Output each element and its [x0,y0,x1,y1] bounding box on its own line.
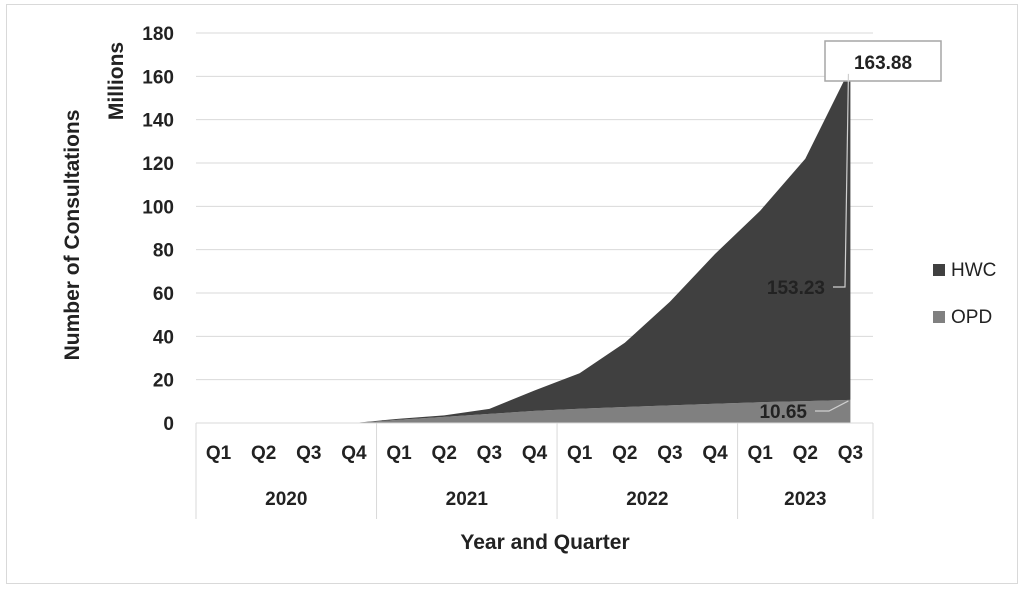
y-tick-label: 160 [142,67,174,88]
x-tick-label: Q1 [206,443,232,464]
x-axis-table: Q1 Q2 Q3 Q4 Q1 Q2 Q3 Q4 Q1 Q2 Q3 Q4 Q1 Q2 Q3 2020 2021 20… [195,422,874,519]
total-data-label: 163.88 [854,53,912,74]
x-tick-label: Q3 [296,443,321,464]
x-tick-label: Q2 [432,443,457,464]
y-tick-label: 0 [163,414,174,435]
x-axis-title: Year and Quarter [460,531,629,554]
x-tick-label: Q1 [386,443,412,464]
y-tick-label: 100 [142,197,174,218]
data-annotations: 163.88 153.23 10.65 [759,40,942,423]
y-tick-label: 60 [153,284,174,305]
x-tick-label: Q4 [522,443,548,464]
y-axis-ticks: 0 20 40 60 80 100 120 140 160 180 [142,24,174,435]
legend-swatch-hwc [933,264,945,276]
gridlines [196,32,873,424]
y-tick-label: 140 [142,111,174,132]
y-tick-label: 40 [153,327,174,348]
legend-label-opd: OPD [951,307,992,328]
legend: HWC OPD [933,260,996,328]
x-tick-label: Q4 [702,443,728,464]
year-group-label: 2021 [446,489,489,510]
x-tick-label: Q1 [747,443,773,464]
y-axis-unit: Millions [105,42,128,120]
legend-swatch-opd [933,311,945,323]
total-label-box [824,40,942,82]
hwc-data-label: 153.23 [767,278,825,299]
stacked-areas [218,67,851,424]
x-tick-label: Q3 [838,443,863,464]
hwc-leader-line [833,73,850,288]
opd-data-label: 10.65 [759,402,807,423]
x-tick-label: Q2 [251,443,276,464]
y-tick-label: 80 [153,241,174,262]
x-tick-label: Q4 [341,443,367,464]
y-axis-title: Number of Consultations [61,110,84,361]
x-tick-label: Q3 [477,443,502,464]
x-tick-label: Q1 [567,443,593,464]
y-tick-label: 180 [142,24,174,45]
chart-frame: 0 20 40 60 80 100 120 140 160 180 Q1 Q2 Q3 Q4 Q1 Q2 Q3 Q… [6,4,1018,584]
y-tick-label: 120 [142,154,174,175]
area-hwc [218,67,851,424]
legend-label-hwc: HWC [951,260,996,281]
year-group-label: 2023 [784,489,826,510]
x-tick-label: Q3 [657,443,682,464]
y-tick-label: 20 [153,371,174,392]
year-group-label: 2022 [626,489,668,510]
year-group-label: 2020 [265,489,307,510]
x-tick-label: Q2 [793,443,818,464]
opd-leader-line [815,400,849,412]
area-opd [218,399,851,423]
x-tick-label: Q2 [612,443,637,464]
